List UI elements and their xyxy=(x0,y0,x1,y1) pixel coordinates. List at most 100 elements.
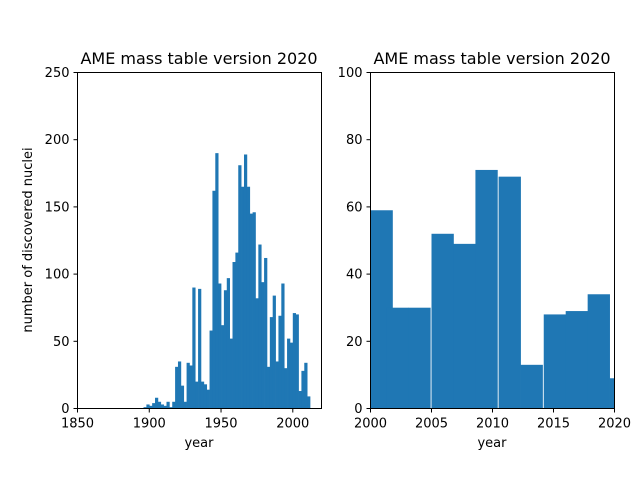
left-bar-50 xyxy=(287,338,291,409)
left-bar-9 xyxy=(169,407,173,409)
right-bar-6 xyxy=(498,176,521,409)
left-bar-16 xyxy=(189,365,193,409)
right-bar-11 xyxy=(609,378,615,409)
left-y-tick-label-250: 250 xyxy=(45,66,70,81)
left-bar-47 xyxy=(278,315,282,409)
left-bar-40 xyxy=(258,244,262,409)
right-x-axis-label: year xyxy=(477,436,507,451)
left-bar-6 xyxy=(160,404,164,409)
left-y-axis-label: number of discovered nuclei xyxy=(21,147,36,332)
right-y-ticks: 0 20 40 60 80 100 xyxy=(338,66,371,417)
right-y-tick-label-40: 40 xyxy=(346,268,363,283)
left-bar-56 xyxy=(304,362,308,409)
right-chart: AME mass table version 2020 2000 2005 2010… xyxy=(338,49,631,451)
left-bar-26 xyxy=(218,283,222,409)
left-bar-24 xyxy=(212,190,216,409)
left-bar-44 xyxy=(269,317,274,409)
left-bar-14 xyxy=(183,401,187,409)
left-x-tick-label-1900: 1900 xyxy=(133,417,166,432)
left-bar-25 xyxy=(215,153,219,409)
right-bar-2 xyxy=(408,307,431,409)
left-bar-19 xyxy=(198,288,202,409)
right-y-tick-label-100: 100 xyxy=(338,66,363,81)
left-bar-38 xyxy=(252,212,256,409)
left-bar-1 xyxy=(146,404,150,409)
left-bar-41 xyxy=(261,282,265,409)
right-bar-4 xyxy=(453,243,476,409)
right-bar-8 xyxy=(543,314,567,409)
left-y-tick-label-150: 150 xyxy=(45,200,70,215)
left-bar-28 xyxy=(223,290,228,409)
right-x-tick-label-2020: 2020 xyxy=(598,417,631,432)
left-x-tick-label-2000: 2000 xyxy=(276,417,309,432)
right-bars xyxy=(370,169,615,409)
left-chart-title: AME mass table version 2020 xyxy=(80,49,317,68)
left-bar-30 xyxy=(229,338,233,409)
left-bar-43 xyxy=(266,366,271,409)
left-chart: AME mass table version 2020 1850 1900 1950… xyxy=(21,49,322,451)
left-x-axis-label: year xyxy=(184,436,214,451)
left-bar-33 xyxy=(238,165,242,409)
left-bar-8 xyxy=(166,401,170,409)
right-y-tick-label-20: 20 xyxy=(346,335,363,350)
right-bar-3 xyxy=(431,233,454,409)
left-bar-22 xyxy=(206,389,210,409)
left-bar-52 xyxy=(292,313,297,409)
right-bar-1 xyxy=(386,307,409,409)
left-bar-51 xyxy=(289,342,294,409)
left-bar-0 xyxy=(143,407,147,409)
left-bar-48 xyxy=(281,283,285,409)
left-bar-39 xyxy=(255,298,259,409)
right-bar-5 xyxy=(475,169,498,409)
left-bar-54 xyxy=(298,391,302,409)
left-bar-4 xyxy=(155,397,159,409)
left-bar-49 xyxy=(284,368,288,409)
left-bar-27 xyxy=(221,325,225,409)
left-bar-15 xyxy=(186,362,190,409)
right-x-tick-label-2015: 2015 xyxy=(537,417,570,432)
right-axes-frame xyxy=(370,72,615,409)
left-bar-37 xyxy=(249,213,253,409)
left-bar-3 xyxy=(152,403,156,409)
left-bar-35 xyxy=(243,154,248,409)
left-bar-53 xyxy=(295,314,299,409)
right-y-tick-label-80: 80 xyxy=(346,133,363,148)
left-bar-29 xyxy=(226,278,230,409)
left-y-tick-label-50: 50 xyxy=(53,335,70,350)
left-bar-17 xyxy=(192,287,196,409)
left-bar-20 xyxy=(200,381,205,409)
left-bar-18 xyxy=(195,381,199,409)
left-x-ticks: 1850 1900 1950 2000 xyxy=(61,408,309,432)
left-bar-55 xyxy=(301,370,305,409)
right-y-tick-label-0: 0 xyxy=(354,402,362,417)
left-bar-32 xyxy=(235,252,239,409)
left-bar-12 xyxy=(177,361,182,409)
left-bar-2 xyxy=(149,405,153,409)
right-bar-10 xyxy=(587,294,610,409)
left-y-ticks: 0 50 100 150 200 250 xyxy=(45,66,78,417)
left-bar-42 xyxy=(264,257,268,409)
left-bar-36 xyxy=(246,186,251,409)
left-bar-23 xyxy=(209,330,213,409)
right-x-tick-label-2005: 2005 xyxy=(415,417,448,432)
right-x-tick-label-2000: 2000 xyxy=(354,417,387,432)
right-y-tick-label-60: 60 xyxy=(346,200,363,215)
left-bar-21 xyxy=(203,384,208,409)
left-bar-11 xyxy=(175,366,179,409)
left-bar-10 xyxy=(172,401,176,409)
right-bar-7 xyxy=(520,364,543,409)
right-x-ticks: 2000 2005 2010 2015 2020 xyxy=(354,408,631,432)
left-bar-45 xyxy=(272,295,276,409)
left-bar-5 xyxy=(157,401,162,409)
left-bar-34 xyxy=(241,186,245,409)
left-bar-31 xyxy=(232,262,236,409)
left-bars xyxy=(143,153,311,409)
left-bar-57 xyxy=(307,396,311,409)
left-bar-13 xyxy=(180,385,185,409)
right-chart-title: AME mass table version 2020 xyxy=(373,49,610,68)
left-bar-7 xyxy=(163,405,167,409)
left-y-tick-label-200: 200 xyxy=(45,133,70,148)
left-y-tick-label-100: 100 xyxy=(45,268,70,283)
left-y-tick-label-0: 0 xyxy=(61,402,69,417)
